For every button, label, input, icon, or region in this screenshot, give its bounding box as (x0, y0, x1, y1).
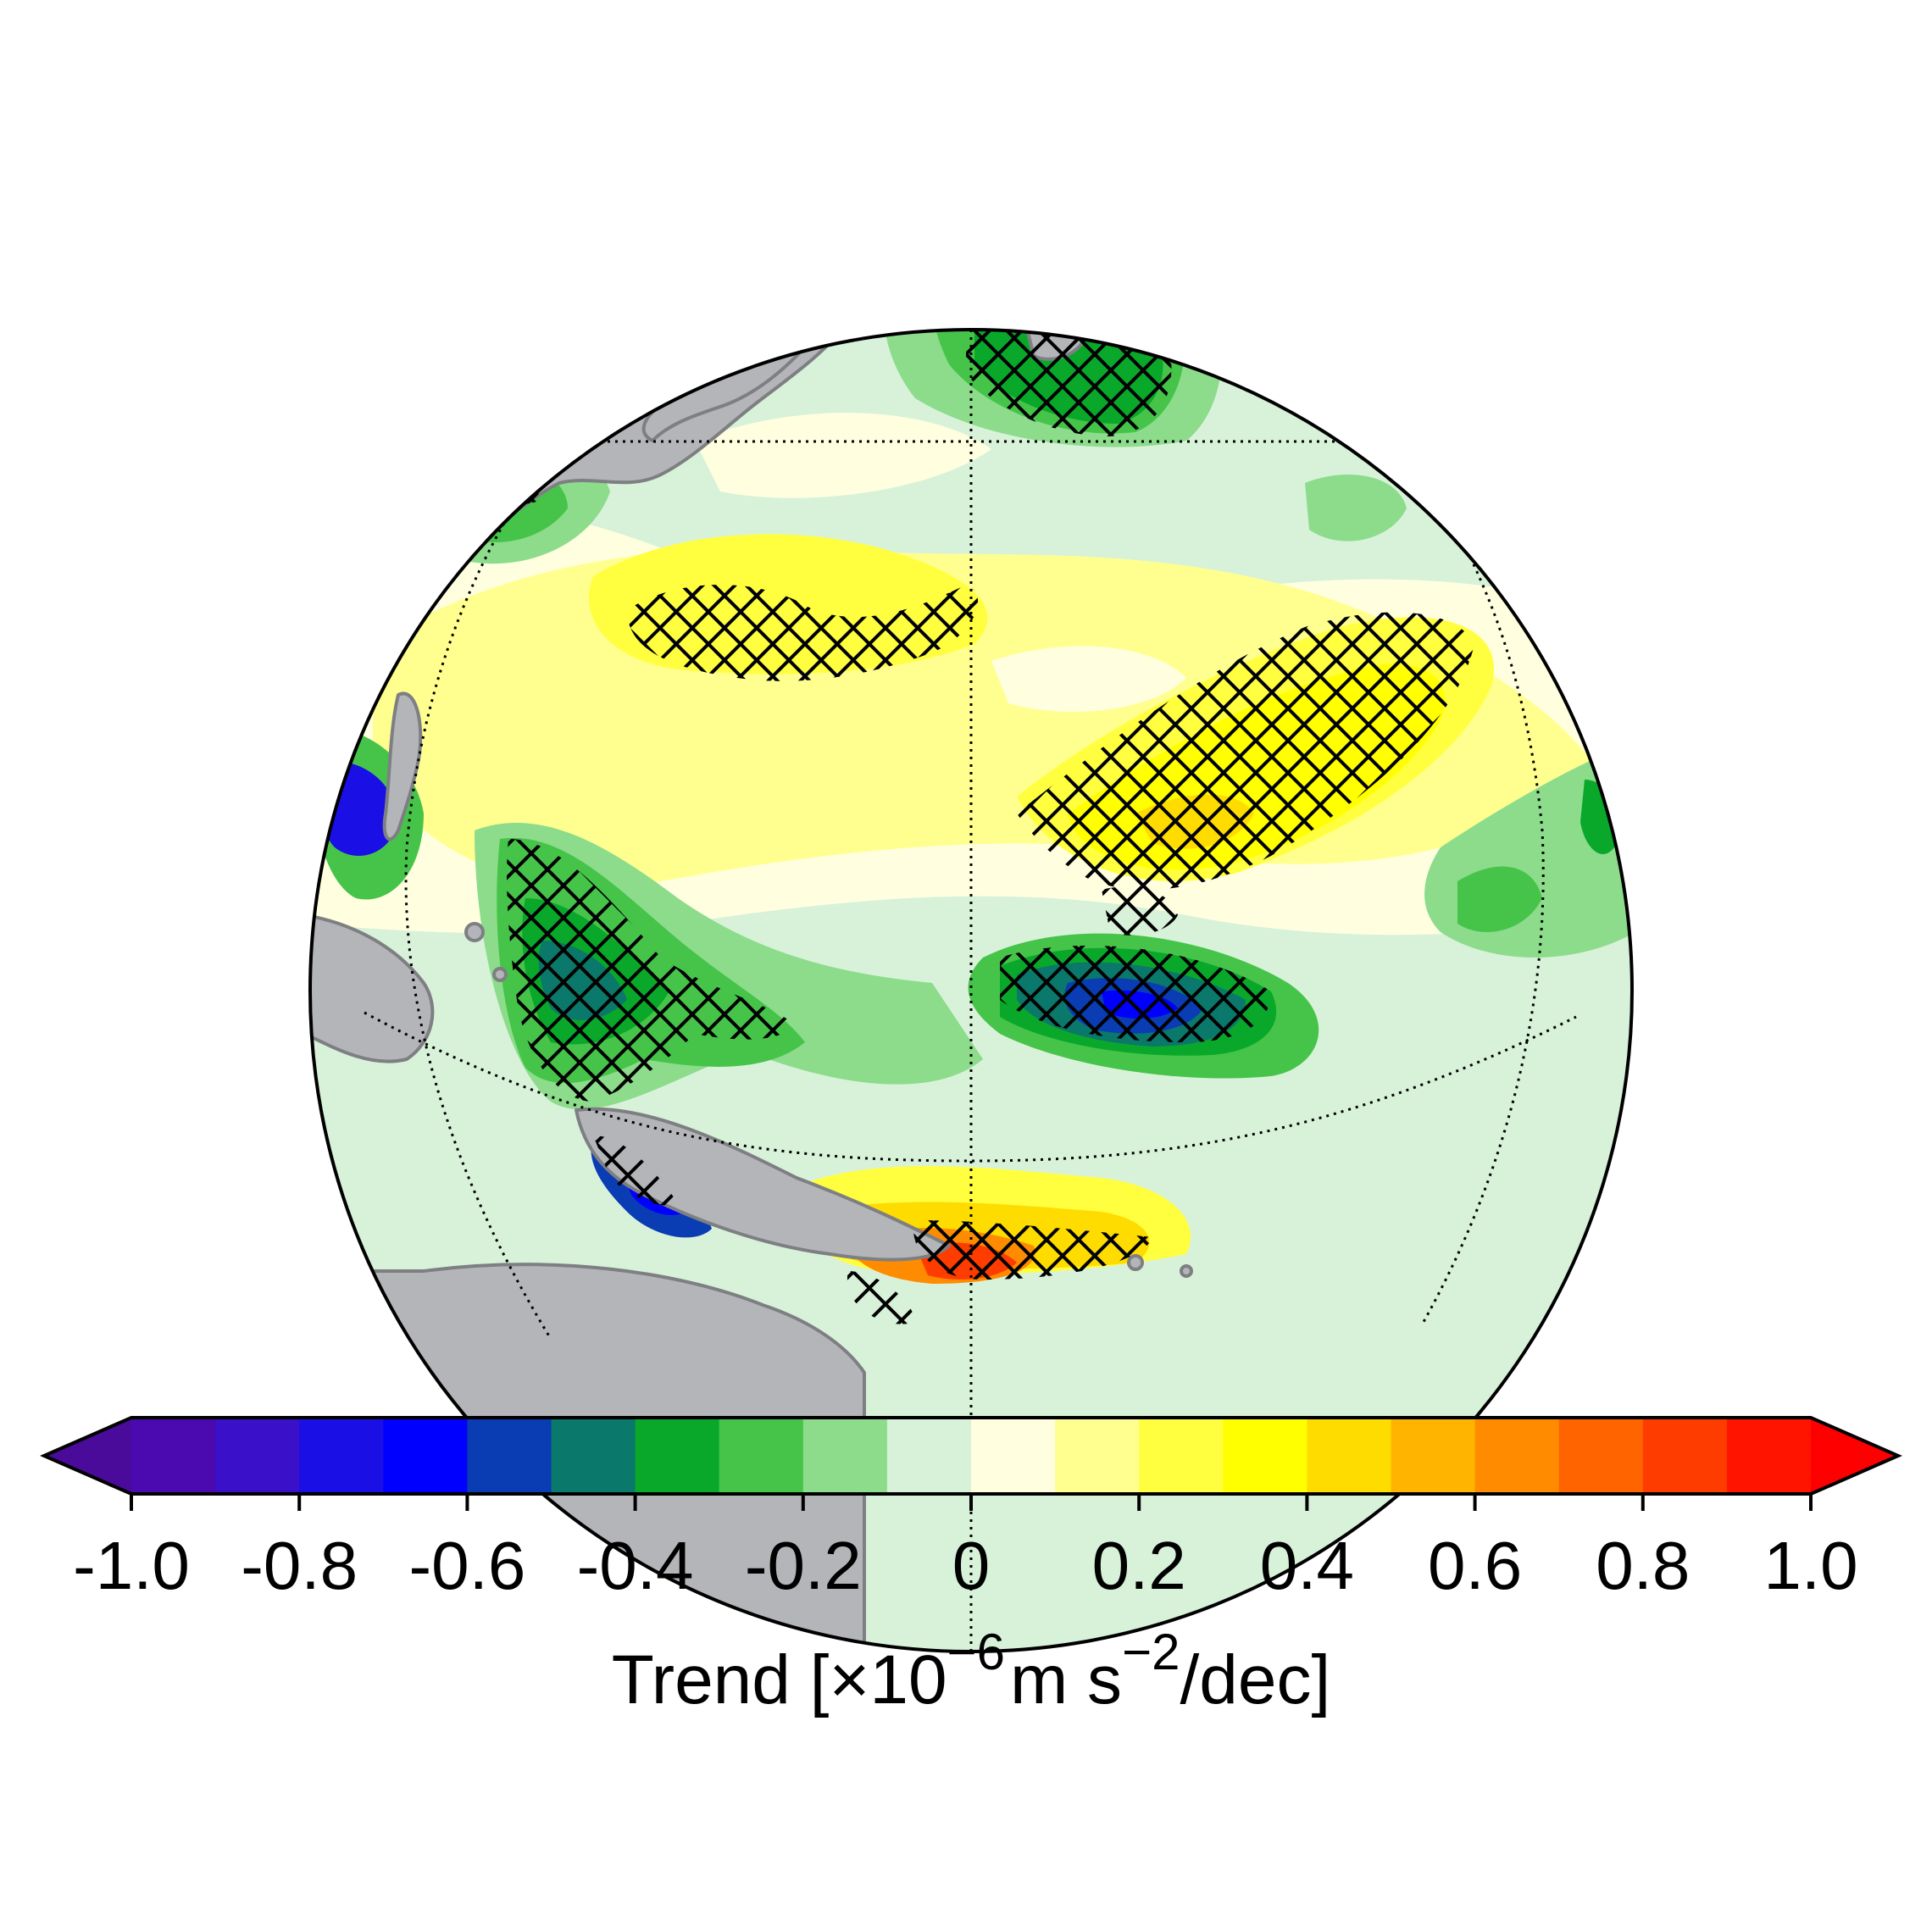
colorbar-swatch (131, 1418, 216, 1494)
colorbar (40, 1416, 1902, 1496)
colorbar-tick-label: 0.8 (1596, 1528, 1690, 1603)
hatch-sw-arm (507, 839, 797, 1102)
colorbar-tick-label: 0.4 (1260, 1528, 1354, 1603)
colorbar-swatch (635, 1418, 720, 1494)
colorbar-ticks (130, 1494, 1813, 1511)
colorbar-under-triangle (44, 1418, 131, 1494)
trend-zone-green-east-core (1457, 866, 1542, 932)
colorbar-tick-label: 1.0 (1763, 1528, 1857, 1603)
colorbar-swatch (1055, 1418, 1140, 1494)
land-indonesia (310, 913, 435, 1063)
colorbar-label-exponent-1: −6 (947, 1624, 1005, 1680)
hatch-connector (1102, 886, 1178, 935)
colorbar-label-mid: m s (1010, 1641, 1122, 1718)
trend-zone-green-northeast-small (1203, 218, 1240, 257)
colorbar-label-exponent-2: −2 (1122, 1624, 1180, 1680)
colorbar-tick-label: -1.0 (73, 1528, 190, 1603)
colorbar-tick-label: -0.4 (577, 1528, 694, 1603)
globe-outline (308, 328, 1634, 1653)
hatch-yellow-west (627, 585, 979, 681)
colorbar-swatch (1307, 1418, 1392, 1494)
graticule-meridian-west (404, 354, 637, 1340)
land-island (1127, 1254, 1144, 1271)
hatch-nw (441, 455, 542, 506)
colorbar-swatch (971, 1418, 1056, 1494)
colorbar-swatch (1223, 1418, 1307, 1494)
hatch-new-guinea-south (847, 1271, 915, 1324)
colorbar-swatch (215, 1418, 300, 1494)
colorbar-tick-label: -0.2 (745, 1528, 862, 1603)
colorbar-swatch (299, 1418, 384, 1494)
colorbar-label-suffix: /dec] (1180, 1641, 1330, 1718)
colorbar-swatch (1726, 1418, 1812, 1494)
colorbar-label-prefix: Trend [×10 (612, 1641, 947, 1718)
colorbar-tick-label: -0.8 (241, 1528, 358, 1603)
colorbar-swatch (1474, 1418, 1560, 1494)
colorbar-swatch (1642, 1418, 1728, 1494)
colorbar-swatch (467, 1418, 552, 1494)
trend-zone-pale-yellow-north (695, 413, 991, 498)
trend-zone-white-gap (991, 646, 1186, 712)
land-island (492, 967, 508, 982)
colorbar-label: Trend [×10−6m s−2/dec] (612, 1624, 1331, 1718)
hatch-se (1000, 945, 1271, 1042)
colorbar-swatch (886, 1418, 972, 1494)
colorbar-swatch (551, 1418, 636, 1494)
significance-hatching (441, 330, 1474, 1324)
colorbar-swatch (1558, 1418, 1644, 1494)
colorbar-tick-label: 0.6 (1428, 1528, 1522, 1603)
hatch-yellow-east (1017, 612, 1474, 890)
hatch-south (913, 1220, 1152, 1280)
colorbar-tick-labels: -1.0 -0.8 -0.6 -0.4 -0.2 0 0.2 0.4 0.6 0.8 1.0 (73, 1528, 1858, 1603)
colorbar-swatch (1139, 1418, 1224, 1494)
colorbar-swatch (802, 1418, 888, 1494)
colorbar-swatch (719, 1418, 804, 1494)
colorbar-swatch (1391, 1418, 1476, 1494)
land-philippines (382, 691, 423, 841)
colorbar-tick-label: -0.6 (408, 1528, 525, 1603)
colorbar-swatch (383, 1418, 468, 1494)
land-island (464, 922, 485, 942)
colorbar-tick-label: 0.2 (1092, 1528, 1186, 1603)
hatch-north (966, 330, 1172, 436)
hatch-south-west (593, 1135, 678, 1206)
land-island (1180, 1264, 1193, 1278)
colorbar-over-triangle (1811, 1418, 1898, 1494)
colorbar-tick-label: 0 (952, 1528, 991, 1603)
trend-zone-green-east-small (1305, 475, 1407, 541)
